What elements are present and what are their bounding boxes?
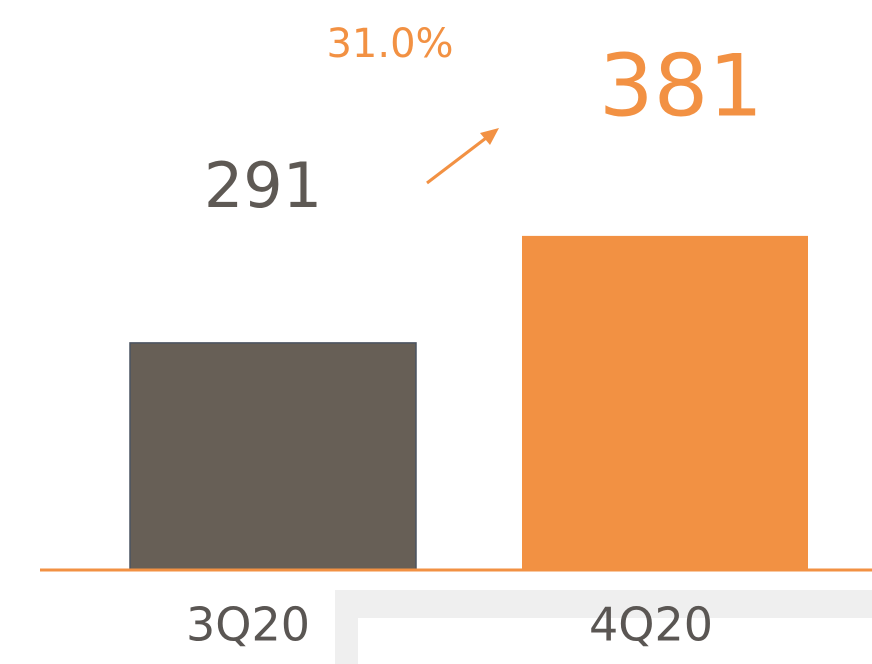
x-tick-label: 4Q20 <box>589 598 713 652</box>
x-tick-label: 3Q20 <box>186 598 310 652</box>
value-label: 291 <box>204 149 322 222</box>
bar <box>522 235 808 571</box>
change-annotation: 31.0% <box>326 21 453 67</box>
value-label: 381 <box>599 36 763 136</box>
arrow-head <box>480 128 499 145</box>
arrow-shaft <box>426 133 491 185</box>
change-arrow <box>426 128 499 185</box>
bar <box>129 342 417 571</box>
background-panel-inner <box>358 618 872 664</box>
